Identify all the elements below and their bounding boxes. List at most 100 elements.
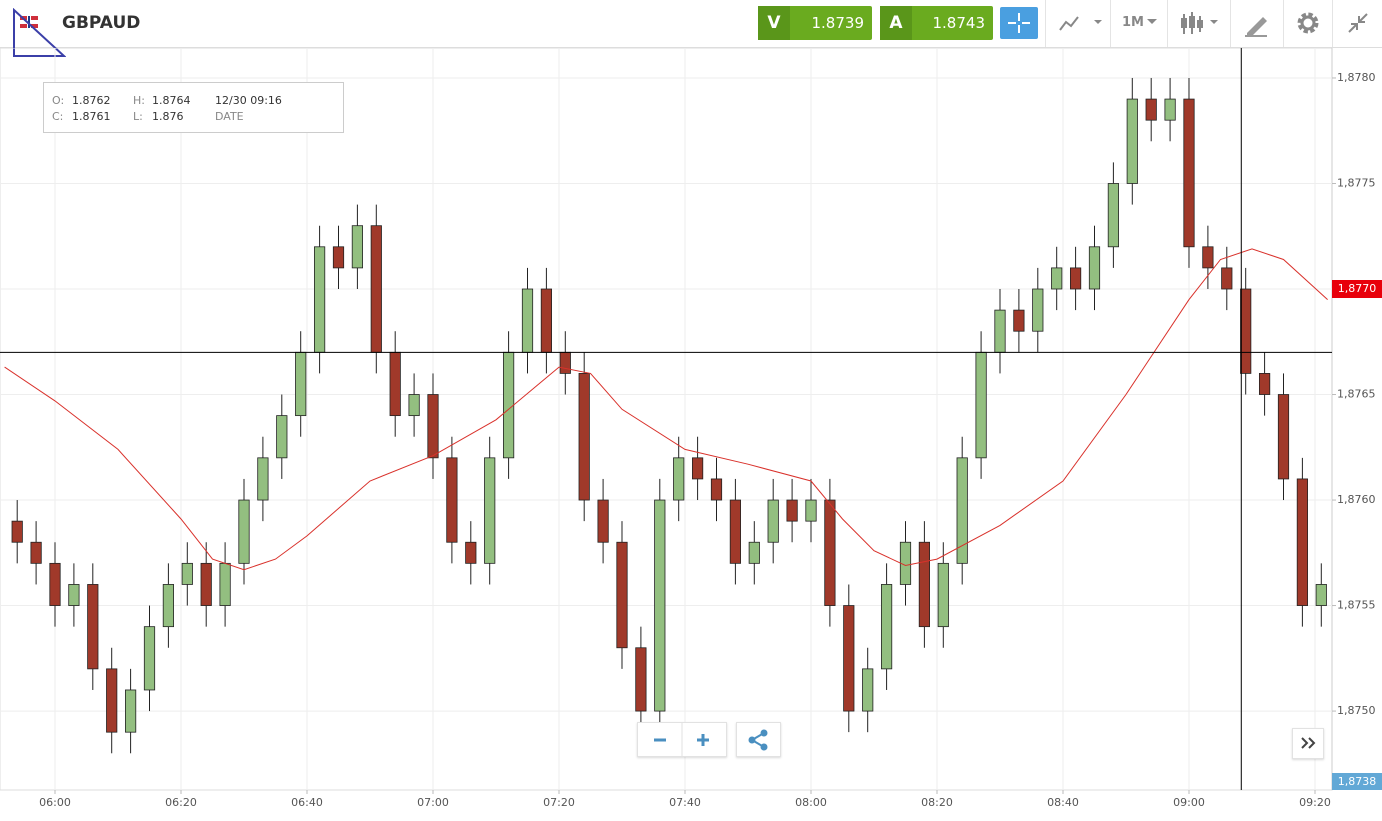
candle-body <box>937 562 949 628</box>
draw-button[interactable] <box>1230 0 1283 47</box>
x-tick-label: 07:20 <box>543 796 575 809</box>
open-value: 1.8762 <box>72 94 111 107</box>
candle-body <box>502 351 515 459</box>
candle-body <box>1315 584 1327 606</box>
y-tick-label: 1,8750 <box>1337 704 1376 717</box>
candle-body <box>748 541 760 564</box>
candle-body <box>1258 373 1271 395</box>
candle-body <box>200 562 212 606</box>
share-button[interactable] <box>736 722 781 757</box>
zoom-in[interactable] <box>697 734 709 746</box>
date-label: DATE <box>215 110 244 123</box>
candle-body <box>767 499 779 543</box>
x-tick-label: 07:40 <box>669 796 701 809</box>
candle-body <box>125 689 137 733</box>
buy-price: 1.8743 <box>932 14 986 32</box>
candle-body <box>1277 394 1290 480</box>
candle-body <box>1069 267 1082 290</box>
ohlc-box: O: 1.8762 H: 1.8764 12/30 09:16 C: 1.876… <box>43 82 344 133</box>
last-price-box <box>1332 280 1382 299</box>
candle-body <box>691 457 704 480</box>
x-tick-label: 08:00 <box>795 796 827 809</box>
candle-body <box>729 499 741 564</box>
candle-body <box>673 457 685 501</box>
candle-body <box>408 394 420 417</box>
chart: 06:00 06:20 06:40 07:00 07:20 07:40 08:00 08:20… <box>0 48 1382 809</box>
x-tick-label: 06:40 <box>291 796 323 809</box>
x-tick-label: 07:00 <box>417 796 449 809</box>
candle-style-button[interactable] <box>1167 0 1230 47</box>
candle-body <box>370 225 382 353</box>
close-label: C: <box>52 110 64 123</box>
x-tick-label: 08:20 <box>921 796 953 809</box>
low-label: L: <box>133 110 143 123</box>
x-tick-label: 06:20 <box>165 796 197 809</box>
scroll-end-button[interactable] <box>1292 728 1324 759</box>
zoom-controls <box>637 722 727 757</box>
candle-body <box>1221 267 1233 290</box>
candle-body <box>257 457 269 501</box>
candle-body <box>1107 183 1119 248</box>
candle-body <box>427 394 439 459</box>
symbol: GBPAUD <box>62 13 141 33</box>
candle-body <box>1296 478 1308 606</box>
y-tick-label: 1,8760 <box>1337 493 1376 506</box>
candle-body <box>1202 246 1214 269</box>
candle-body <box>276 415 288 459</box>
candle-body <box>219 562 231 606</box>
candle-body <box>994 309 1006 353</box>
x-tick-label: 06:00 <box>39 796 71 809</box>
candle-body <box>30 541 42 564</box>
candle-body <box>1240 288 1252 374</box>
candle-body <box>805 499 817 522</box>
crosshair-button[interactable] <box>1000 7 1038 39</box>
y-tick-label: 1,8755 <box>1337 599 1376 612</box>
timeframe-button[interactable]: 1M <box>1110 0 1167 47</box>
candle-body <box>1013 309 1025 332</box>
sell-label: V <box>758 6 790 40</box>
candle-body <box>313 246 326 353</box>
candle-body <box>975 351 987 459</box>
candle-body <box>578 373 590 501</box>
candle-body <box>106 668 118 733</box>
settings-button[interactable] <box>1283 0 1332 47</box>
toolbar: GBPAUD V 1.8739 A 1.8743 1M <box>0 0 1382 57</box>
x-tick-label: 08:40 <box>1047 796 1079 809</box>
candle-body <box>824 499 836 606</box>
candle-body <box>956 457 968 564</box>
close-value: 1.8761 <box>72 110 111 123</box>
candle-body <box>87 584 99 670</box>
collapse-button[interactable] <box>1332 0 1382 47</box>
candle-body <box>1032 288 1044 332</box>
candle-body <box>540 288 552 353</box>
candle-body <box>484 457 496 564</box>
candle-body <box>389 351 401 417</box>
buy-button[interactable]: A 1.8743 <box>880 6 993 40</box>
candle-body <box>49 562 61 606</box>
candle-body <box>162 584 174 628</box>
candle-body <box>880 584 893 670</box>
candle-body <box>1145 98 1157 121</box>
candle-body <box>521 288 534 353</box>
candle-body <box>862 668 874 712</box>
candle-body <box>1126 98 1138 184</box>
candle-body <box>710 478 723 501</box>
candle-body <box>1051 267 1063 290</box>
sell-button[interactable]: V 1.8739 <box>758 6 872 40</box>
date-value: 12/30 09:16 <box>215 94 282 107</box>
symbol-icon <box>13 8 66 57</box>
candle-body <box>918 541 930 628</box>
high-value: 1.8764 <box>152 94 191 107</box>
x-tick-label: 09:00 <box>1173 796 1205 809</box>
candle-body <box>654 499 666 712</box>
candle-body <box>1088 246 1101 290</box>
candle-body <box>559 351 571 374</box>
candle-body <box>181 562 193 585</box>
timeframe: 1M <box>1122 15 1144 30</box>
y-tick-label: 1,8780 <box>1337 71 1376 84</box>
candle-body <box>11 520 23 543</box>
buy-label: A <box>880 6 912 40</box>
candle-body <box>1164 98 1176 121</box>
candle-body <box>332 246 345 269</box>
chart-type-button[interactable] <box>1045 0 1110 47</box>
